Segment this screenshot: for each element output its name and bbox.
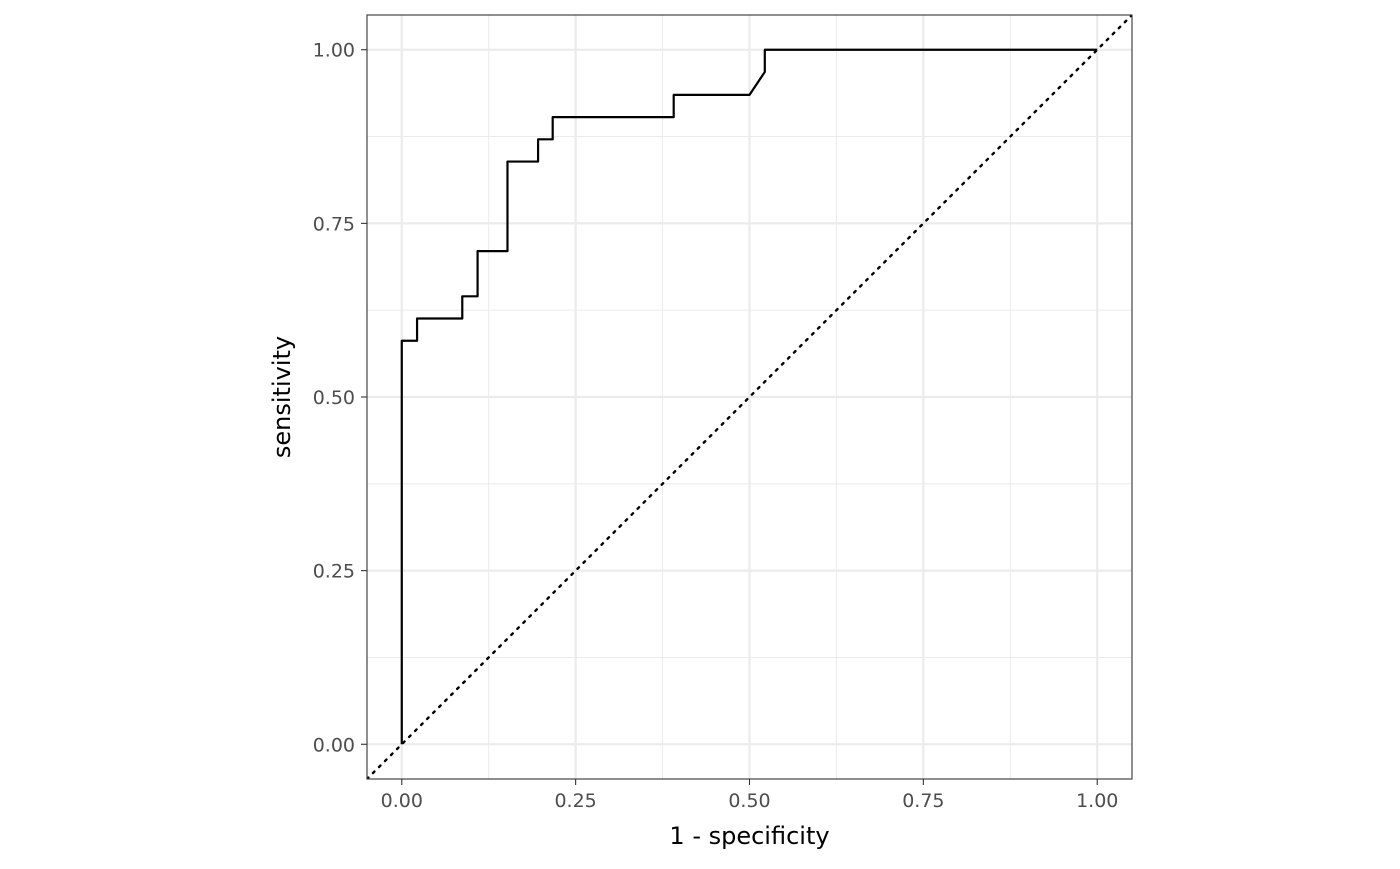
x-axis-title: 1 - specificity	[669, 822, 829, 850]
y-tick-label: 0.00	[313, 734, 355, 756]
x-tick-label: 1.00	[1076, 790, 1118, 812]
reference-diagonal-line	[367, 15, 1132, 779]
y-axis-title: sensitivity	[268, 336, 296, 458]
axis-ticks	[361, 49, 1098, 785]
tick-labels: 0.00 0.25 0.50 0.75 1.00 0.00 0.25 0.50 0.75 1.00	[313, 40, 1119, 812]
roc-curve-line	[400, 48, 1098, 745]
x-tick-label: 0.50	[728, 790, 770, 812]
y-tick-label: 0.75	[313, 213, 355, 235]
major-gridlines	[367, 15, 1132, 779]
y-tick-label: 0.50	[313, 387, 355, 409]
y-tick-label: 0.25	[313, 561, 355, 583]
x-tick-label: 0.00	[381, 790, 423, 812]
y-tick-label: 1.00	[313, 40, 355, 62]
x-tick-label: 0.25	[554, 790, 596, 812]
x-tick-label: 0.75	[902, 790, 944, 812]
series-layer	[367, 15, 1132, 779]
